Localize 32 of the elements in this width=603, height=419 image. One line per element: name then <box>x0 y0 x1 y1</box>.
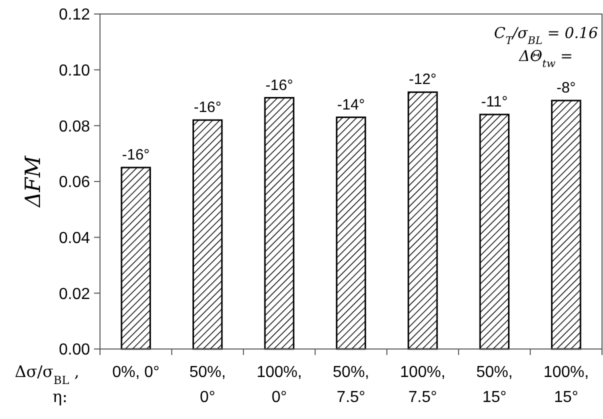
y-axis-title: ΔFM <box>21 155 45 208</box>
x-tick-label: 50%, 15° <box>476 364 513 406</box>
y-tick-label: 0.02 <box>58 286 90 303</box>
x-axis-title: Δσ/σ$_{BL}$ , η: <box>14 362 80 406</box>
bar <box>551 100 582 350</box>
annotation: -8° <box>556 80 576 97</box>
y-tick-label: 0.04 <box>58 230 90 247</box>
annotation: -11° <box>481 94 508 110</box>
annotation: -14° <box>337 96 365 114</box>
x-tick-label: 50%, 7.5° <box>332 364 370 406</box>
annotation: -16° <box>194 99 222 116</box>
y-tick-label: 0.10 <box>58 62 90 80</box>
bar <box>192 119 223 350</box>
y-tick-label: 0.12 <box>58 6 90 24</box>
bar <box>264 97 294 350</box>
annotation: -16° <box>122 146 150 164</box>
x-tick-label: 100%, 0° <box>256 364 302 406</box>
bar <box>408 91 438 350</box>
x-tick-label: 50%, 0° <box>189 364 226 406</box>
annotation: -12° <box>408 71 437 88</box>
annotation: -16° <box>265 76 294 94</box>
x-tick-label: 100%, 15° <box>543 364 589 406</box>
y-tick-label: 0.06 <box>58 174 90 192</box>
bar <box>336 116 366 350</box>
x-tick-label: 100%, 7.5° <box>400 364 446 406</box>
annotation: C$_{T}$/σ$_{BL}$ = 0.16 <box>494 24 598 47</box>
y-tick-label: 0.08 <box>58 118 90 136</box>
bar <box>120 166 151 350</box>
bar <box>479 114 510 350</box>
annotation: ΔΘ$_{tw}$ = <box>518 47 573 70</box>
x-tick-label: 0%, 0° <box>112 364 160 381</box>
y-tick-label: 0.00 <box>58 342 90 359</box>
